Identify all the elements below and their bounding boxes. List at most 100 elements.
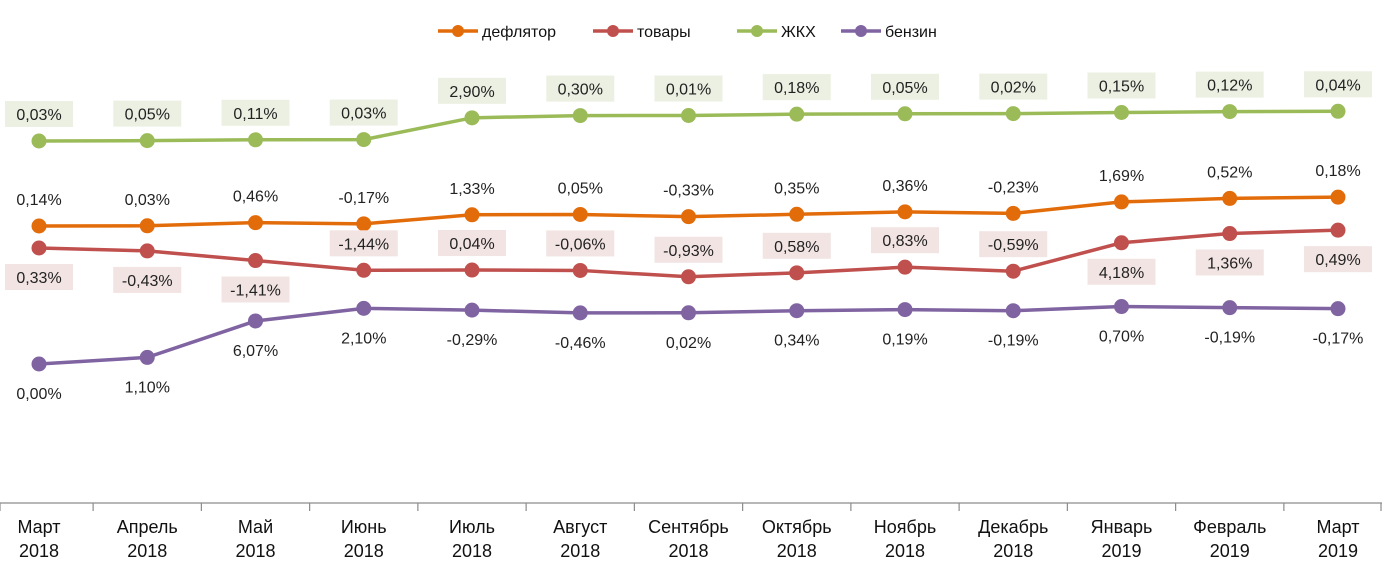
- data-label: -0,33%: [663, 183, 714, 200]
- data-label: 0,70%: [1099, 329, 1144, 346]
- data-point: [1005, 303, 1021, 319]
- data-point: [1114, 194, 1129, 210]
- data-label-bg: [654, 236, 723, 263]
- legend-label: товары: [637, 24, 691, 41]
- data-point: [681, 108, 696, 123]
- x-tick-label: Апрель: [117, 517, 178, 537]
- data-label-bg: [546, 75, 615, 102]
- x-tick-label: Июль: [449, 517, 495, 537]
- data-point: [1330, 301, 1346, 317]
- legend-item: товары: [593, 24, 691, 41]
- data-point: [31, 240, 47, 256]
- data-point: [572, 262, 588, 278]
- data-label-bg: [871, 227, 939, 254]
- x-tick-label: 2019: [1318, 541, 1358, 561]
- x-tick-label: 2019: [1101, 541, 1141, 561]
- data-label: -1,41%: [230, 283, 281, 300]
- data-label: 0,19%: [882, 332, 927, 349]
- x-tick-label: 2018: [777, 541, 817, 561]
- data-point: [139, 349, 155, 365]
- legend-marker: [452, 25, 464, 37]
- data-label: 0,05%: [558, 180, 603, 197]
- x-tick-label: Февраль: [1193, 517, 1266, 537]
- legend-item: ЖКХ: [737, 24, 816, 41]
- data-label-bg: [5, 264, 73, 290]
- data-label-bg: [1195, 249, 1264, 276]
- data-point: [897, 204, 913, 220]
- data-label-bg: [329, 230, 398, 257]
- data-label: -0,46%: [555, 335, 606, 352]
- data-point: [139, 243, 155, 259]
- data-label: -0,23%: [988, 179, 1039, 196]
- x-tick-label: 2018: [19, 541, 59, 561]
- x-tick-label: Декабрь: [978, 517, 1048, 537]
- data-label-bg: [762, 74, 831, 101]
- data-point: [897, 106, 913, 122]
- data-point: [248, 313, 263, 329]
- x-tick-label: 2018: [127, 541, 167, 561]
- data-label: 0,15%: [1099, 79, 1144, 96]
- data-point: [1222, 190, 1238, 206]
- data-point: [1330, 189, 1346, 205]
- data-point: [789, 265, 805, 281]
- data-point: [897, 302, 913, 318]
- data-point: [139, 133, 155, 149]
- data-point: [464, 110, 480, 126]
- data-label: 1,36%: [1207, 256, 1252, 273]
- data-point: [356, 132, 372, 148]
- data-label: 0,18%: [1315, 163, 1360, 180]
- data-point: [789, 206, 805, 222]
- data-label: -1,44%: [338, 236, 389, 253]
- x-tick-label: Ноябрь: [874, 517, 936, 537]
- data-point: [789, 106, 805, 122]
- data-point: [356, 300, 372, 316]
- data-point: [248, 253, 263, 269]
- data-label: -0,19%: [1204, 330, 1255, 347]
- data-label: 4,18%: [1099, 265, 1144, 282]
- data-label: 0,02%: [666, 335, 711, 352]
- data-label: 0,34%: [774, 333, 819, 350]
- data-label-bg: [113, 100, 182, 127]
- data-label: 0,03%: [16, 107, 61, 124]
- x-tick-label: Март: [1316, 517, 1359, 537]
- series-дефлятор: 0,14% 0,03% 0,46% -0,17% 1,33% 0,05% -0,33% 0,3…: [16, 163, 1361, 234]
- data-label: 1,10%: [125, 379, 170, 396]
- data-label: 0,03%: [341, 106, 386, 123]
- data-label: 0,46%: [233, 189, 278, 206]
- data-point: [1005, 205, 1021, 221]
- x-tick-label: Август: [553, 517, 607, 537]
- data-point: [1330, 222, 1346, 238]
- data-point: [1114, 235, 1129, 251]
- x-tick-label: Январь: [1091, 517, 1153, 537]
- data-label: -0,19%: [988, 333, 1039, 350]
- data-label: 0,33%: [16, 270, 61, 287]
- data-point: [1222, 104, 1238, 120]
- data-label: 1,69%: [1099, 168, 1144, 185]
- data-label-bg: [762, 232, 831, 259]
- data-point: [897, 259, 913, 275]
- legend-label: бензин: [885, 24, 937, 41]
- x-tick-label: 2018: [452, 541, 492, 561]
- series-lines: 0,14% 0,03% 0,46% -0,17% 1,33% 0,05% -0,33% 0,3…: [5, 71, 1372, 403]
- data-point: [572, 108, 588, 124]
- data-label: 0,30%: [558, 82, 603, 99]
- data-label-bg: [113, 266, 182, 293]
- data-label: 0,01%: [666, 82, 711, 99]
- data-label: 0,04%: [1315, 77, 1360, 94]
- legend-marker: [855, 25, 867, 37]
- data-label: 0,02%: [991, 80, 1036, 97]
- data-point: [356, 216, 372, 232]
- x-tick-label: 2018: [668, 541, 708, 561]
- legend-label: дефлятор: [482, 24, 556, 41]
- legend-marker: [751, 25, 763, 37]
- data-point: [31, 218, 47, 234]
- data-label-bg: [979, 231, 1048, 258]
- data-label-bg: [654, 75, 723, 102]
- data-label: 2,90%: [449, 84, 494, 101]
- data-label: 0,35%: [774, 180, 819, 197]
- data-label-bg: [329, 99, 398, 126]
- data-point: [572, 305, 588, 321]
- data-label: 0,03%: [125, 192, 170, 209]
- series-ЖКХ: 0,03% 0,05% 0,11% 0,03% 2,90% 0,30% 0,01% 0,18%…: [5, 71, 1372, 149]
